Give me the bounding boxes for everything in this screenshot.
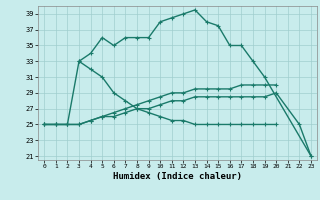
X-axis label: Humidex (Indice chaleur): Humidex (Indice chaleur) bbox=[113, 172, 242, 181]
